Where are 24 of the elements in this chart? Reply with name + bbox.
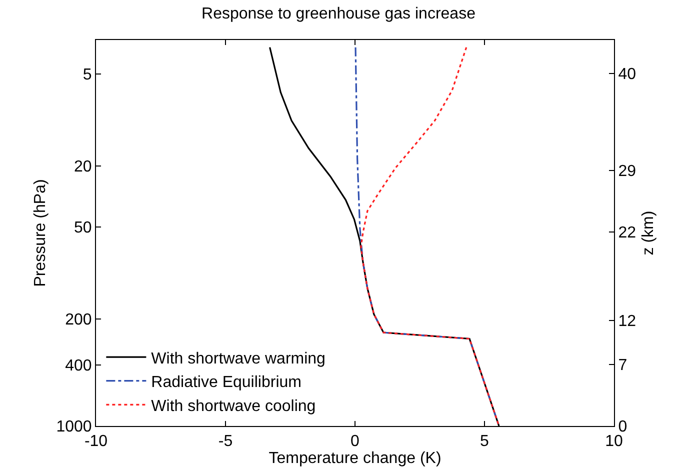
y-tick-label: 50 — [74, 220, 92, 237]
y2-tick-label: 22 — [618, 224, 636, 242]
x-tick-label: 10 — [605, 433, 623, 450]
y2-tick-label: 7 — [618, 356, 628, 374]
legend-label: Radiative Equilibrium — [151, 374, 302, 392]
legend-label: With shortwave warming — [151, 350, 326, 368]
y-tick-label: 5 — [82, 66, 92, 84]
x-tick-label: 0 — [350, 433, 360, 450]
x-tick-label: -10 — [84, 433, 108, 450]
y-axis-title: Pressure (hPa) — [32, 179, 50, 287]
y2-tick-label: 0 — [618, 418, 628, 436]
y-tick-label: 20 — [74, 158, 92, 176]
x-axis-title: Temperature change (K) — [268, 450, 442, 468]
y-tick-label: 1000 — [56, 418, 92, 436]
y2-tick-label: 40 — [618, 66, 636, 84]
y2-tick-label: 29 — [618, 163, 636, 180]
x-tick-label: 5 — [480, 433, 490, 450]
legend-label: With shortwave cooling — [151, 398, 316, 415]
x-tick-label: -5 — [218, 433, 233, 450]
chart-title: Response to greenhouse gas increase — [202, 5, 476, 22]
y-tick-label: 400 — [65, 358, 92, 375]
y-tick-label: 200 — [65, 312, 92, 329]
y2-axis-title: z (km) — [640, 210, 657, 256]
y2-tick-label: 12 — [618, 312, 636, 330]
